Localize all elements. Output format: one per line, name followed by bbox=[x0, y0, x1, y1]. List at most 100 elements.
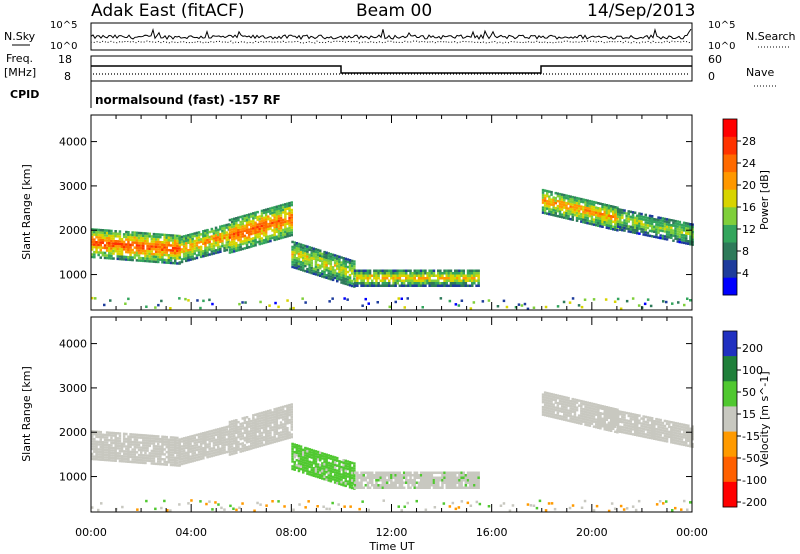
echo-cell bbox=[277, 229, 281, 233]
echo-cell bbox=[277, 234, 281, 238]
echo-cell bbox=[502, 502, 506, 505]
echo-cell bbox=[154, 306, 157, 309]
echo-cell bbox=[460, 282, 463, 285]
echo-cell bbox=[678, 230, 682, 234]
echo-cell bbox=[293, 465, 296, 469]
echo-cell bbox=[239, 442, 242, 446]
echo-cell bbox=[105, 231, 109, 235]
echo-cell bbox=[329, 260, 333, 263]
echo-cell bbox=[269, 434, 272, 437]
echo-cell bbox=[233, 245, 236, 248]
echo-cell bbox=[424, 269, 427, 272]
echo-cell bbox=[208, 450, 211, 453]
echo-cell bbox=[230, 225, 234, 229]
echo-cell bbox=[460, 279, 463, 282]
echo-cell bbox=[659, 234, 662, 237]
echo-cell bbox=[609, 217, 613, 220]
echo-cell bbox=[148, 232, 151, 236]
echo-cell bbox=[338, 472, 341, 476]
echo-cell bbox=[565, 194, 568, 197]
echo-cell bbox=[366, 474, 370, 477]
echo-cell bbox=[258, 444, 261, 448]
echo-cell bbox=[135, 438, 139, 442]
echo-cell bbox=[180, 250, 184, 254]
echo-cell bbox=[212, 431, 216, 435]
echo-cell bbox=[607, 224, 611, 227]
echo-cell bbox=[638, 217, 641, 220]
echo-cell bbox=[291, 265, 294, 269]
echo-cell bbox=[682, 239, 686, 242]
echo-cell bbox=[197, 458, 201, 461]
echo-cell bbox=[682, 431, 686, 434]
echo-cell bbox=[91, 255, 94, 259]
echo-cell bbox=[584, 418, 587, 421]
echo-cell bbox=[586, 209, 589, 212]
echo-cell bbox=[415, 471, 419, 474]
echo-cell bbox=[217, 445, 220, 449]
echo-cell bbox=[148, 437, 151, 440]
echo-cell bbox=[388, 484, 391, 487]
echo-cell bbox=[174, 439, 177, 442]
echo-cell bbox=[646, 298, 650, 301]
echo-cell bbox=[256, 427, 259, 431]
echo-cell bbox=[219, 437, 222, 440]
echo-cell bbox=[182, 449, 186, 453]
echo-cell bbox=[131, 256, 134, 259]
echo-cell bbox=[214, 226, 218, 230]
echo-cell bbox=[689, 233, 692, 236]
echo-cell bbox=[609, 414, 613, 417]
echo-cell bbox=[131, 455, 134, 459]
echo-cell bbox=[646, 416, 650, 419]
echo-cell bbox=[116, 444, 119, 448]
echo-cell bbox=[331, 468, 335, 471]
echo-cell bbox=[291, 447, 294, 451]
echo-cell bbox=[336, 272, 339, 275]
echo-cell bbox=[103, 448, 107, 452]
echo-cell bbox=[605, 408, 609, 411]
echo-cell bbox=[609, 222, 613, 225]
echo-cell bbox=[319, 451, 322, 454]
echo-cell bbox=[400, 486, 404, 489]
echo-cell bbox=[563, 415, 566, 419]
echo-cell bbox=[366, 282, 370, 285]
echo-cell bbox=[599, 427, 602, 430]
echo-cell bbox=[595, 211, 598, 214]
echo-cell bbox=[290, 415, 293, 419]
echo-cell bbox=[112, 431, 115, 435]
echo-cell bbox=[171, 453, 175, 457]
echo-cell bbox=[105, 451, 109, 454]
echo-cell bbox=[125, 230, 128, 234]
echo-cell bbox=[150, 454, 154, 458]
echo-cell bbox=[659, 426, 662, 429]
echo-cell bbox=[202, 432, 205, 435]
echo-cell bbox=[535, 506, 539, 510]
echo-cell bbox=[304, 446, 307, 450]
echo-cell bbox=[193, 441, 196, 445]
echo-cell bbox=[279, 406, 283, 409]
echo-cell bbox=[144, 436, 147, 440]
echo-cell bbox=[451, 277, 455, 280]
echo-cell bbox=[609, 429, 613, 432]
echo-cell bbox=[291, 250, 294, 254]
echo-cell bbox=[208, 442, 211, 446]
echo-cell bbox=[550, 208, 553, 211]
echo-cell bbox=[258, 225, 261, 228]
echo-cell bbox=[271, 416, 274, 419]
echo-cell bbox=[646, 221, 650, 225]
echo-cell bbox=[650, 437, 654, 440]
echo-cell bbox=[202, 454, 205, 457]
echo-cell bbox=[629, 427, 633, 431]
echo-cell bbox=[580, 207, 583, 211]
echo-cell bbox=[260, 411, 264, 415]
echo-cell bbox=[605, 211, 609, 214]
echo-cell bbox=[659, 436, 662, 439]
echo-cell bbox=[460, 274, 463, 277]
echo-cell bbox=[614, 418, 617, 421]
echo-cell bbox=[269, 426, 272, 430]
echo-cell bbox=[176, 439, 179, 442]
echo-cell bbox=[154, 447, 158, 451]
echo-cell bbox=[584, 216, 587, 219]
echo-cell bbox=[648, 222, 652, 225]
echo-cell bbox=[235, 429, 238, 432]
echo-cell bbox=[657, 438, 660, 441]
